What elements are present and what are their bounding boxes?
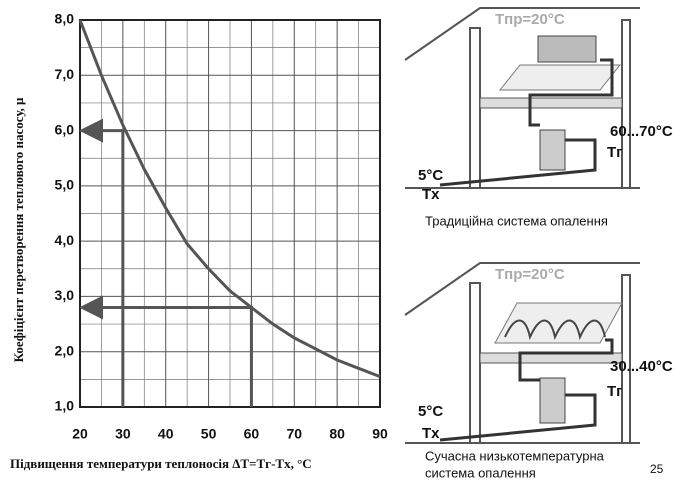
room-temp: Tпр=20°C [495, 266, 565, 283]
house [405, 8, 640, 188]
inlet-temp: 5°C [418, 403, 443, 420]
x-tick-label: 70 [286, 426, 302, 442]
supply-temp: 30...40°C [610, 358, 673, 375]
y-tick-label: 2,0 [55, 342, 75, 358]
x-tick-label: 90 [372, 426, 388, 442]
inlet-temp: 5°C [418, 167, 443, 184]
y-tick-label: 4,0 [55, 232, 75, 248]
y-tick-label: 7,0 [55, 66, 75, 82]
page: Коефіцієнт перетворення теплового насосу… [0, 0, 687, 481]
caption: система опалення [425, 465, 536, 480]
y-tick-label: 3,0 [55, 287, 75, 303]
y-tick-label: 5,0 [55, 177, 75, 193]
y-axis-label: Коефіцієнт перетворення теплового насосу… [11, 97, 26, 362]
x-tick-label: 20 [72, 426, 88, 442]
return-label: Tх [422, 186, 440, 203]
room-temp: Tпр=20°C [495, 11, 565, 28]
x-tick-label: 80 [329, 426, 345, 442]
y-tick-label: 8,0 [55, 11, 75, 27]
diagrams: Tпр=20°C 60...70°C Tг 5°C Tх Традиційна … [405, 8, 673, 480]
x-tick-label: 30 [115, 426, 131, 442]
caption: Традиційна система опалення [425, 213, 608, 228]
y-tick-label: 1,0 [55, 398, 75, 414]
y-tick-label: 6,0 [55, 121, 75, 137]
return-label: Tх [422, 425, 440, 442]
x-tick-label: 40 [158, 426, 174, 442]
x-tick-label: 60 [244, 426, 260, 442]
supply-temp: 60...70°C [610, 123, 673, 140]
x-tick-label: 50 [201, 426, 217, 442]
supply-label: Tг [607, 144, 622, 161]
supply-label: Tг [607, 383, 622, 400]
x-axis-label: Підвищення температури теплоносія ΔT=Tг-… [10, 456, 312, 471]
caption: Сучасна низькотемпературна [425, 448, 605, 463]
page-number: 25 [650, 462, 664, 476]
